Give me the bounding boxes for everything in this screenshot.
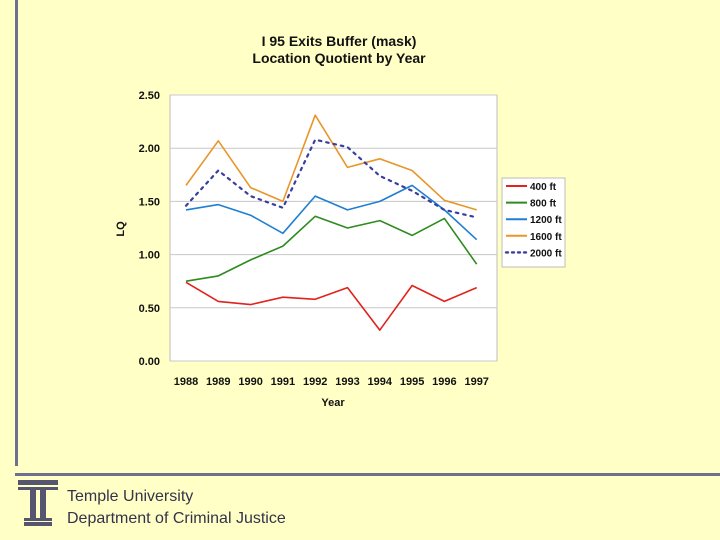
series-line-2000-ft [184, 138, 478, 219]
legend-label: 2000 ft [530, 248, 562, 259]
x-tick-label: 1992 [303, 376, 327, 388]
footer-department: Department of Criminal Justice [67, 510, 286, 527]
chart-title: I 95 Exits Buffer (mask) [262, 33, 417, 49]
x-tick-label: 1990 [238, 376, 262, 388]
x-tick-label: 1988 [174, 376, 198, 388]
legend-label: 800 ft [530, 199, 557, 210]
series-line-1200-ft [185, 184, 478, 241]
x-tick-label: 1996 [432, 376, 456, 388]
temple-logo-icon [18, 480, 58, 526]
x-tick-label: 1995 [400, 376, 424, 388]
series-line-1600-ft [185, 114, 477, 211]
y-tick-label: 0.00 [139, 356, 160, 368]
plot-area [169, 94, 498, 362]
left-rule [15, 0, 18, 466]
y-tick-label: 1.00 [139, 250, 160, 262]
x-tick-label: 1994 [368, 376, 393, 388]
x-tick-label: 1991 [271, 376, 295, 388]
y-tick-label: 1.50 [139, 196, 160, 208]
x-tick-label: 1993 [335, 376, 359, 388]
y-axis-label: LQ [115, 221, 127, 237]
legend-label: 400 ft [530, 182, 557, 193]
y-tick-label: 0.50 [139, 303, 160, 315]
y-tick-label: 2.50 [139, 90, 160, 102]
y-tick-label: 2.00 [139, 143, 160, 155]
lq-line-chart: I 95 Exits Buffer (mask) Location Quotie… [115, 33, 566, 409]
series-line-400-ft [185, 281, 478, 331]
x-axis-label: Year [321, 397, 345, 409]
chart-subtitle: Location Quotient by Year [252, 50, 426, 66]
bottom-rule [15, 473, 720, 476]
legend-label: 1600 ft [530, 232, 562, 243]
x-tick-label: 1997 [464, 376, 488, 388]
series-line-800-ft [185, 215, 478, 282]
x-tick-label: 1989 [206, 376, 230, 388]
footer-university: Temple University [67, 488, 194, 505]
footer-organization: Temple University Department of Criminal… [67, 486, 286, 530]
legend-label: 1200 ft [530, 215, 562, 226]
